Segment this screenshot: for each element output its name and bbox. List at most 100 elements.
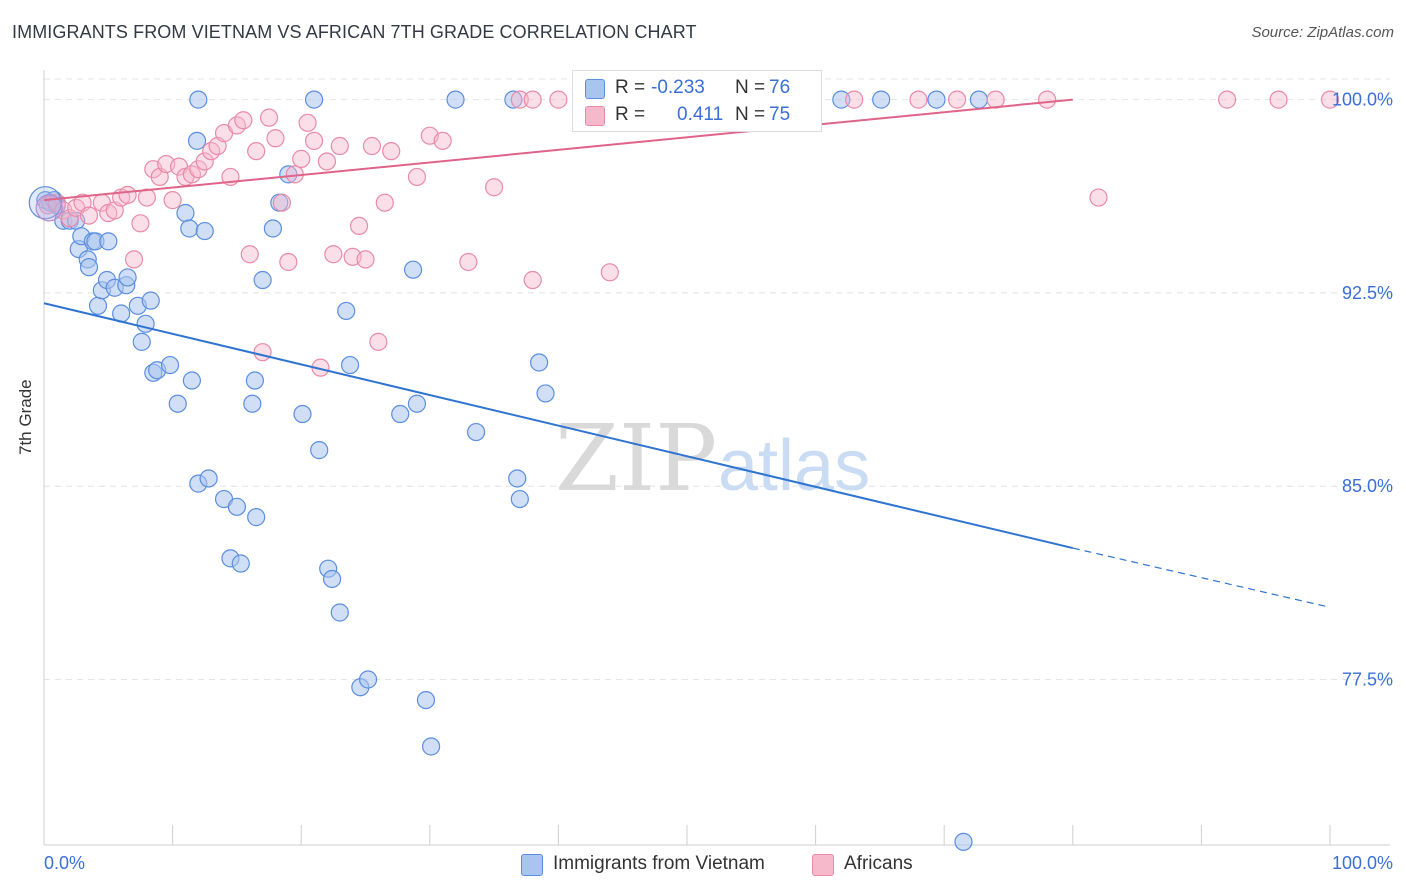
n-value: 76: [769, 77, 791, 98]
vietnam-point: [199, 469, 218, 488]
vietnam-point: [88, 296, 108, 315]
vietnam-point: [508, 469, 527, 488]
africans-point: [947, 90, 967, 109]
africans-swatch: [585, 106, 605, 126]
r-value: 0.411: [677, 104, 724, 125]
vietnam-point: [310, 441, 329, 460]
africans-point: [369, 332, 388, 351]
africans-point: [266, 129, 285, 148]
africans-point: [1218, 90, 1237, 109]
n-label: N =: [735, 104, 766, 125]
africans-point: [356, 250, 375, 269]
africans-point: [292, 149, 311, 168]
y-tick-label: 92.5%: [1342, 283, 1393, 303]
africans-point: [247, 142, 266, 161]
africans-point: [485, 178, 504, 197]
vietnam-point: [118, 268, 137, 287]
vietnam-point: [141, 291, 160, 310]
vietnam-point: [536, 384, 555, 403]
africans-point: [259, 108, 279, 127]
vietnam-point: [927, 90, 946, 109]
legend-label-vietnam: Immigrants from Vietnam: [553, 853, 765, 874]
africans-point: [195, 152, 214, 171]
vietnam-point: [407, 394, 427, 413]
vietnam-point: [530, 353, 549, 372]
africans-point: [79, 206, 99, 225]
africans-point: [523, 270, 542, 290]
africans-point: [279, 252, 298, 272]
africans-point: [1269, 90, 1288, 109]
tick-labels: 77.5% 85.0% 92.5% 100.0% 0.0% 100.0%: [44, 90, 1393, 873]
africans-point: [523, 90, 542, 109]
vietnam-point: [832, 90, 851, 109]
vietnam-point: [99, 232, 118, 251]
vietnam-point: [243, 394, 262, 413]
africans-point: [304, 131, 324, 150]
vietnam-point: [160, 355, 180, 375]
y-tick-label: 77.5%: [1342, 669, 1393, 689]
africans-point: [253, 343, 272, 362]
x-tick-label: 0.0%: [44, 853, 85, 873]
africans-point: [362, 136, 382, 156]
vietnam-point: [358, 670, 378, 689]
vietnam-point: [227, 497, 246, 516]
africans-point: [298, 113, 317, 132]
vietnam-point: [322, 569, 342, 589]
vietnam-point: [954, 832, 973, 851]
r-label: R =: [615, 104, 646, 125]
vietnam-point: [253, 270, 272, 290]
vietnam-point: [421, 737, 441, 756]
africans-point: [317, 152, 337, 171]
africans-point: [240, 245, 259, 264]
r-value: -0.233: [651, 77, 705, 98]
africans-point: [324, 245, 343, 264]
vietnam-point: [180, 219, 199, 238]
africans-point: [118, 185, 137, 205]
africans-point: [1037, 90, 1057, 109]
legend-label-africans: Africans: [844, 853, 913, 874]
vietnam-point: [231, 554, 250, 573]
chart-title: IMMIGRANTS FROM VIETNAM VS AFRICAN 7TH G…: [12, 22, 697, 42]
africans-point: [986, 90, 1005, 109]
vietnam-point: [132, 332, 151, 351]
watermark-zip: ZIP: [555, 405, 717, 512]
vietnam-point: [247, 508, 266, 527]
vietnam-point: [330, 603, 349, 622]
vietnam-point: [79, 258, 99, 277]
vietnam-legend-swatch: [521, 854, 543, 876]
vietnam-point: [403, 260, 423, 279]
vietnam-point: [504, 90, 523, 109]
n-label: N =: [735, 77, 766, 98]
vietnam-point: [391, 404, 410, 424]
vietnam-point: [416, 691, 436, 710]
africans-trend-line: [43, 98, 1073, 202]
vietnam-point: [510, 489, 529, 509]
vietnam-point: [245, 371, 265, 390]
africans-point: [131, 214, 150, 233]
vietnam-swatch: [585, 79, 605, 99]
africans-point: [137, 188, 156, 207]
africans-point: [433, 131, 452, 150]
vietnam-point: [263, 219, 283, 238]
africans-point: [407, 167, 427, 187]
africans-point: [124, 250, 144, 269]
vietnam-point: [176, 203, 195, 223]
watermark-atlas: atlas: [718, 426, 870, 506]
africans-point: [549, 90, 568, 109]
vietnam-point: [168, 394, 187, 413]
watermark: ZIP atlas: [555, 405, 870, 512]
points: [28, 90, 1340, 851]
vietnam-point: [446, 90, 465, 109]
vietnam-point: [182, 371, 201, 390]
vietnam-point: [195, 221, 214, 241]
vietnam-point: [293, 404, 312, 424]
africans-point: [382, 142, 401, 161]
vietnam-point: [189, 90, 208, 109]
africans-point: [349, 216, 369, 235]
africans-point: [234, 111, 253, 130]
africans-point: [845, 90, 864, 109]
africans-point: [375, 193, 394, 212]
vietnam-point: [279, 165, 298, 184]
vietnam-trend-line: [43, 302, 1074, 550]
